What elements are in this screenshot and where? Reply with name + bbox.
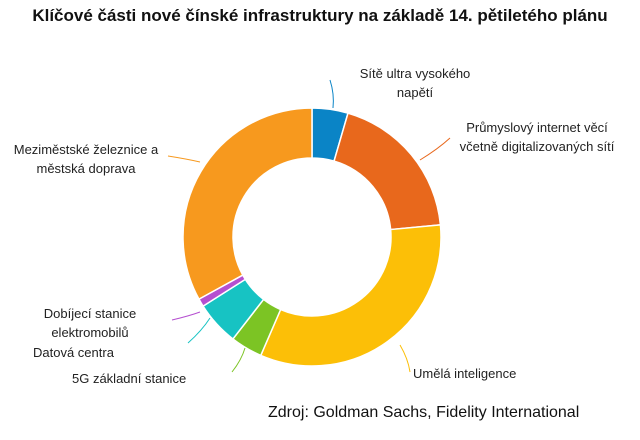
slice-label: 5G základní stanice bbox=[72, 371, 187, 386]
leader-line bbox=[329, 79, 334, 109]
chart-title: Klíčové části nové čínské infrastruktury… bbox=[32, 6, 608, 25]
slice-label: Meziměstské železnice a městská doprava bbox=[13, 142, 159, 176]
donut-slice bbox=[182, 107, 313, 301]
donut-slice bbox=[333, 112, 442, 231]
slice-label: Umělá inteligence bbox=[413, 366, 517, 381]
source-note: Zdroj: Goldman Sachs, Fidelity Internati… bbox=[268, 404, 580, 421]
leader-line bbox=[167, 155, 201, 163]
leader-line bbox=[171, 311, 201, 321]
slice-label: Sítě ultra vysokého napětí bbox=[359, 66, 471, 100]
leader-line bbox=[187, 317, 211, 344]
slice-label: Dobíjecí stanice elektromobilů bbox=[43, 306, 137, 340]
leader-line bbox=[399, 344, 411, 373]
leader-line bbox=[231, 347, 246, 373]
slice-label: Průmyslový internet věcí včetně digitali… bbox=[459, 120, 615, 154]
leader-line bbox=[419, 137, 451, 161]
donut-slice bbox=[259, 224, 442, 367]
slice-label: Datová centra bbox=[33, 345, 114, 360]
